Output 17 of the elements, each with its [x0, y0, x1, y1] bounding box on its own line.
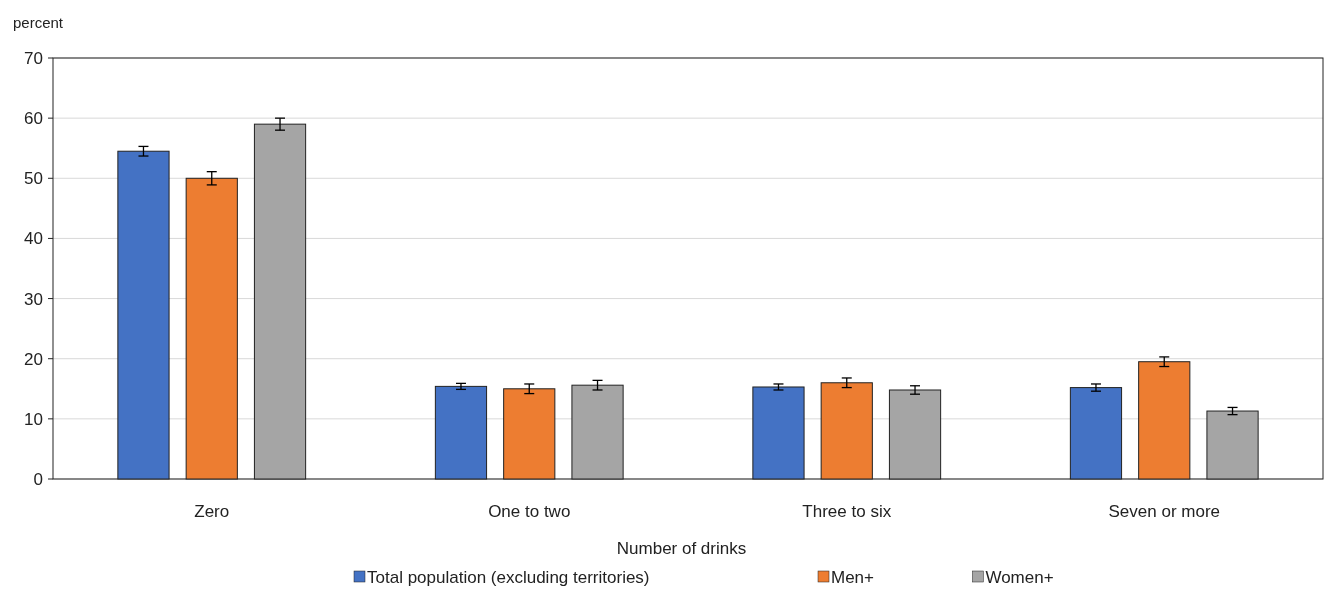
y-tick-label: 20 — [24, 349, 43, 369]
y-tick-label: 60 — [24, 109, 43, 129]
y-axis-title: percent — [13, 14, 64, 31]
y-tick-label: 10 — [24, 409, 43, 429]
y-tick-label: 40 — [24, 229, 43, 249]
legend-label: Men+ — [831, 567, 875, 587]
x-tick-label: Zero — [194, 502, 230, 521]
legend-label: Total population (excluding territories) — [367, 567, 650, 587]
y-tick-label: 50 — [24, 169, 43, 189]
y-tick-label: 0 — [33, 469, 43, 489]
y-tick-label: 30 — [24, 289, 43, 309]
x-tick-label: One to two — [488, 502, 571, 521]
x-tick-label: Seven or more — [1108, 502, 1220, 521]
legend-label: Women+ — [985, 567, 1054, 587]
x-axis-title: Number of drinks — [616, 539, 747, 558]
x-tick-label: Three to six — [802, 502, 892, 521]
y-tick-label: 70 — [24, 48, 43, 68]
